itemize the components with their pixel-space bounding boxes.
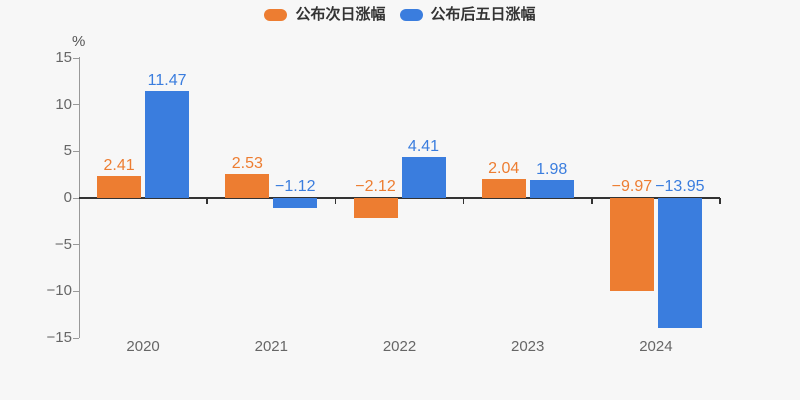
bar-2023-series0[interactable] <box>481 178 526 198</box>
value-label-2021-series1: −1.12 <box>275 178 316 195</box>
x-axis-tick <box>591 198 593 204</box>
legend-label-next-day: 公布次日涨幅 <box>295 6 386 23</box>
x-axis-tick <box>334 198 337 204</box>
x-axis-label: 2021 <box>254 338 288 355</box>
value-label-2024-series1: −13.95 <box>655 178 705 195</box>
y-axis-tick <box>73 197 79 199</box>
y-axis-tick-label: 0 <box>63 189 72 206</box>
y-axis-tick <box>73 290 79 292</box>
y-axis-tick <box>73 337 79 339</box>
legend-item-next-day[interactable]: 公布次日涨幅 <box>264 6 386 24</box>
y-axis-tick <box>73 244 79 246</box>
y-axis-tick <box>73 150 79 152</box>
x-axis-label: 2024 <box>639 338 673 355</box>
value-label-2023-series0: 2.04 <box>488 159 520 177</box>
x-axis-zero-line <box>79 197 720 199</box>
bar-2021-series1[interactable] <box>273 198 318 209</box>
x-axis-label: 2020 <box>126 338 160 355</box>
bar-2024-series1[interactable] <box>657 198 702 329</box>
x-axis-tick <box>462 198 465 204</box>
legend-swatch-blue-icon <box>399 9 423 21</box>
bar-2023-series1[interactable] <box>529 179 574 198</box>
bar-2022-series1[interactable] <box>401 156 446 198</box>
legend-label-five-day: 公布后五日涨幅 <box>430 6 536 23</box>
y-axis-tick-label: 15 <box>55 49 72 66</box>
x-axis-tick <box>206 198 208 204</box>
value-label-2022-series0: −2.12 <box>355 178 396 195</box>
bar-2021-series0[interactable] <box>225 174 270 198</box>
legend-item-five-day[interactable]: 公布后五日涨幅 <box>399 6 536 24</box>
bar-2020-series0[interactable] <box>97 175 142 198</box>
y-axis-unit-label: % <box>72 33 86 50</box>
x-axis-label: 2022 <box>382 338 417 355</box>
y-axis-tick-label: −10 <box>46 282 72 300</box>
value-label-2023-series1: 1.98 <box>536 160 568 178</box>
y-axis-tick-label: 5 <box>63 142 72 160</box>
y-axis-tick <box>73 104 79 106</box>
y-axis-tick-label: −5 <box>54 235 72 253</box>
y-axis-tick-label: −15 <box>46 329 72 346</box>
x-axis-tick <box>719 198 721 204</box>
bar-2024-series0[interactable] <box>609 198 654 292</box>
legend: 公布次日涨幅 公布后五日涨幅 <box>0 6 800 24</box>
value-label-2020-series0: 2.41 <box>103 156 135 174</box>
bar-2020-series1[interactable] <box>145 90 190 198</box>
y-axis-tick <box>73 57 79 59</box>
value-label-2021-series0: 2.53 <box>231 155 263 173</box>
value-label-2022-series1: 4.41 <box>407 137 440 155</box>
y-axis-tick-label: 10 <box>55 95 72 113</box>
legend-swatch-orange-icon <box>264 9 288 21</box>
value-label-2024-series0: −9.97 <box>611 178 653 195</box>
x-axis-label: 2023 <box>511 338 545 355</box>
bar-2022-series0[interactable] <box>353 198 398 218</box>
value-label-2020-series1: 11.47 <box>147 71 187 89</box>
